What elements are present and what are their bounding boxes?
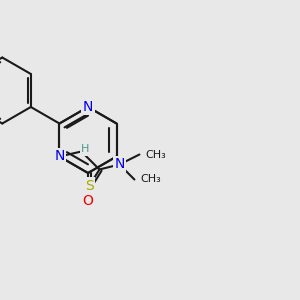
Text: CH₃: CH₃ [140, 175, 161, 184]
Text: CH₃: CH₃ [146, 149, 166, 160]
Text: N: N [114, 158, 124, 172]
Text: O: O [82, 194, 93, 208]
Text: H: H [81, 145, 90, 154]
Text: N: N [83, 100, 93, 114]
Text: S: S [85, 178, 94, 193]
Text: N: N [54, 149, 64, 164]
